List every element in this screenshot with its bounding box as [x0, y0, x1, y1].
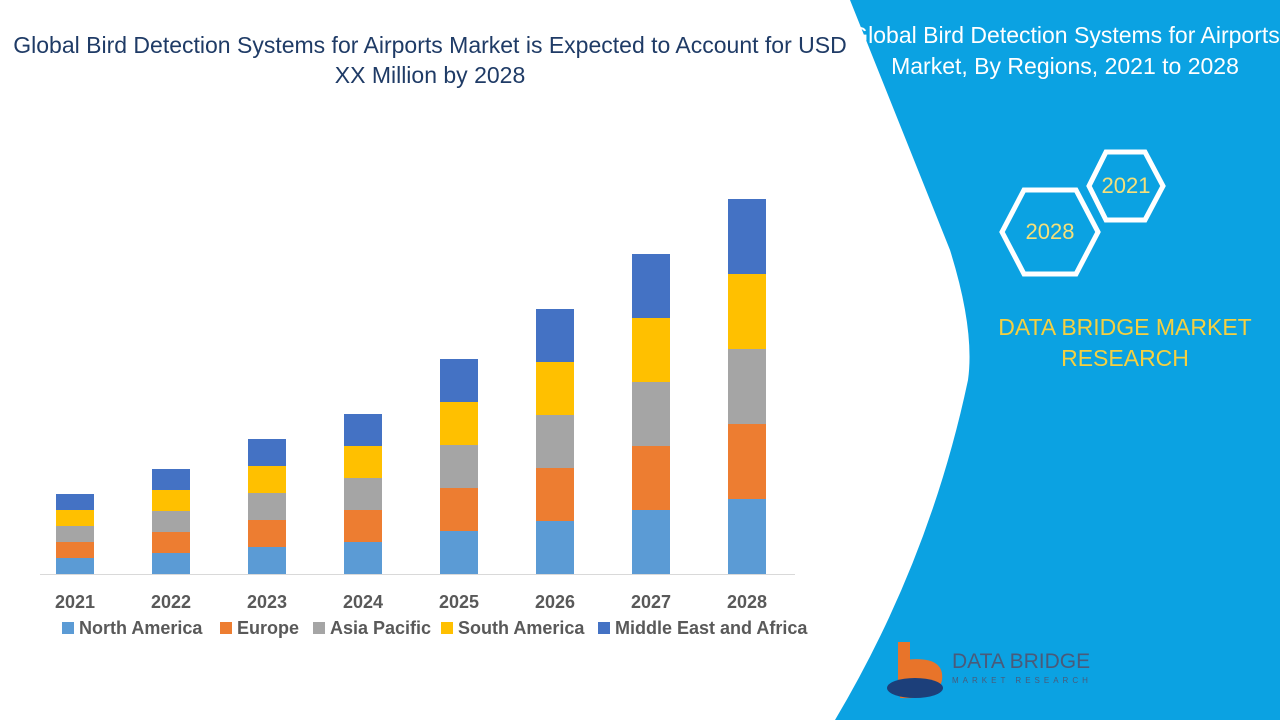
bar-segment	[440, 488, 478, 531]
bar-segment	[344, 478, 382, 510]
bar-segment	[56, 558, 94, 574]
bar-segment	[248, 547, 286, 574]
legend-swatch	[62, 622, 74, 634]
bar-segment	[728, 349, 766, 424]
logo-icon	[887, 642, 943, 699]
bar-segment	[536, 362, 574, 415]
bar-segment	[728, 499, 766, 574]
bar-segment	[728, 424, 766, 499]
bar-segment	[248, 466, 286, 493]
legend-label: Middle East and Africa	[615, 618, 808, 638]
bar-segment	[536, 521, 574, 574]
bar-segment	[440, 359, 478, 402]
x-tick-label: 2028	[727, 592, 767, 612]
bar-segment	[56, 494, 94, 510]
bar-segment	[152, 511, 190, 532]
bar-segment	[248, 520, 286, 547]
bar-segment	[440, 402, 478, 445]
bar-segment	[632, 254, 670, 318]
logo-subtext: MARKET RESEARCH	[952, 676, 1092, 685]
hex-label-2028: 2028	[1025, 219, 1075, 244]
bar-segment	[632, 446, 670, 510]
x-tick-label: 2021	[55, 592, 95, 612]
brand-name: DATA BRIDGE MARKET RESEARCH	[998, 314, 1252, 371]
bar-segment	[56, 526, 94, 542]
legend-swatch	[598, 622, 610, 634]
bar-segment	[152, 469, 190, 490]
x-tick-label: 2025	[439, 592, 479, 612]
hexagon-2028	[999, 187, 1101, 277]
legend-swatch	[220, 622, 232, 634]
bar-segment	[152, 490, 190, 511]
x-tick-label: 2026	[535, 592, 575, 612]
bar-segment	[728, 274, 766, 349]
bar-segment	[248, 493, 286, 520]
bar-segment	[344, 542, 382, 574]
legend-label: Asia Pacific	[330, 618, 431, 638]
legend-swatch	[441, 622, 453, 634]
side-panel-title: Global Bird Detection Systems for Airpor…	[850, 22, 1280, 79]
x-tick-label: 2024	[343, 592, 383, 612]
stacked-bar-chart: 2021 2022 2023 2024 2025 2026 2027 2028 North Am…	[40, 199, 808, 638]
bar-segment	[440, 531, 478, 574]
bar-segment	[152, 553, 190, 574]
x-tick-label: 2023	[247, 592, 287, 612]
bar-segment	[56, 510, 94, 526]
bar-segment	[344, 414, 382, 446]
bar-segment	[536, 415, 574, 468]
page-title: Global Bird Detection Systems for Airpor…	[13, 32, 847, 88]
x-tick-label: 2022	[151, 592, 191, 612]
bar-segment	[344, 446, 382, 478]
hexagon-2021	[1086, 149, 1166, 223]
bar-segment	[152, 532, 190, 553]
x-tick-label: 2027	[631, 592, 671, 612]
bar-segment	[632, 382, 670, 446]
legend-label: South America	[458, 618, 585, 638]
legend-label: North America	[79, 618, 203, 638]
bar-segment	[728, 199, 766, 274]
bar-segment	[440, 445, 478, 488]
bar-segment	[536, 468, 574, 521]
bar-segment	[56, 542, 94, 558]
bar-segment	[632, 318, 670, 382]
bar-segment	[632, 510, 670, 574]
logo-text: DATA BRIDGE	[952, 650, 1091, 673]
bar-segment	[344, 510, 382, 542]
legend-swatch	[313, 622, 325, 634]
legend-label: Europe	[237, 618, 299, 638]
bar-segment	[536, 309, 574, 362]
hex-label-2021: 2021	[1101, 173, 1151, 198]
bar-segment	[248, 439, 286, 466]
